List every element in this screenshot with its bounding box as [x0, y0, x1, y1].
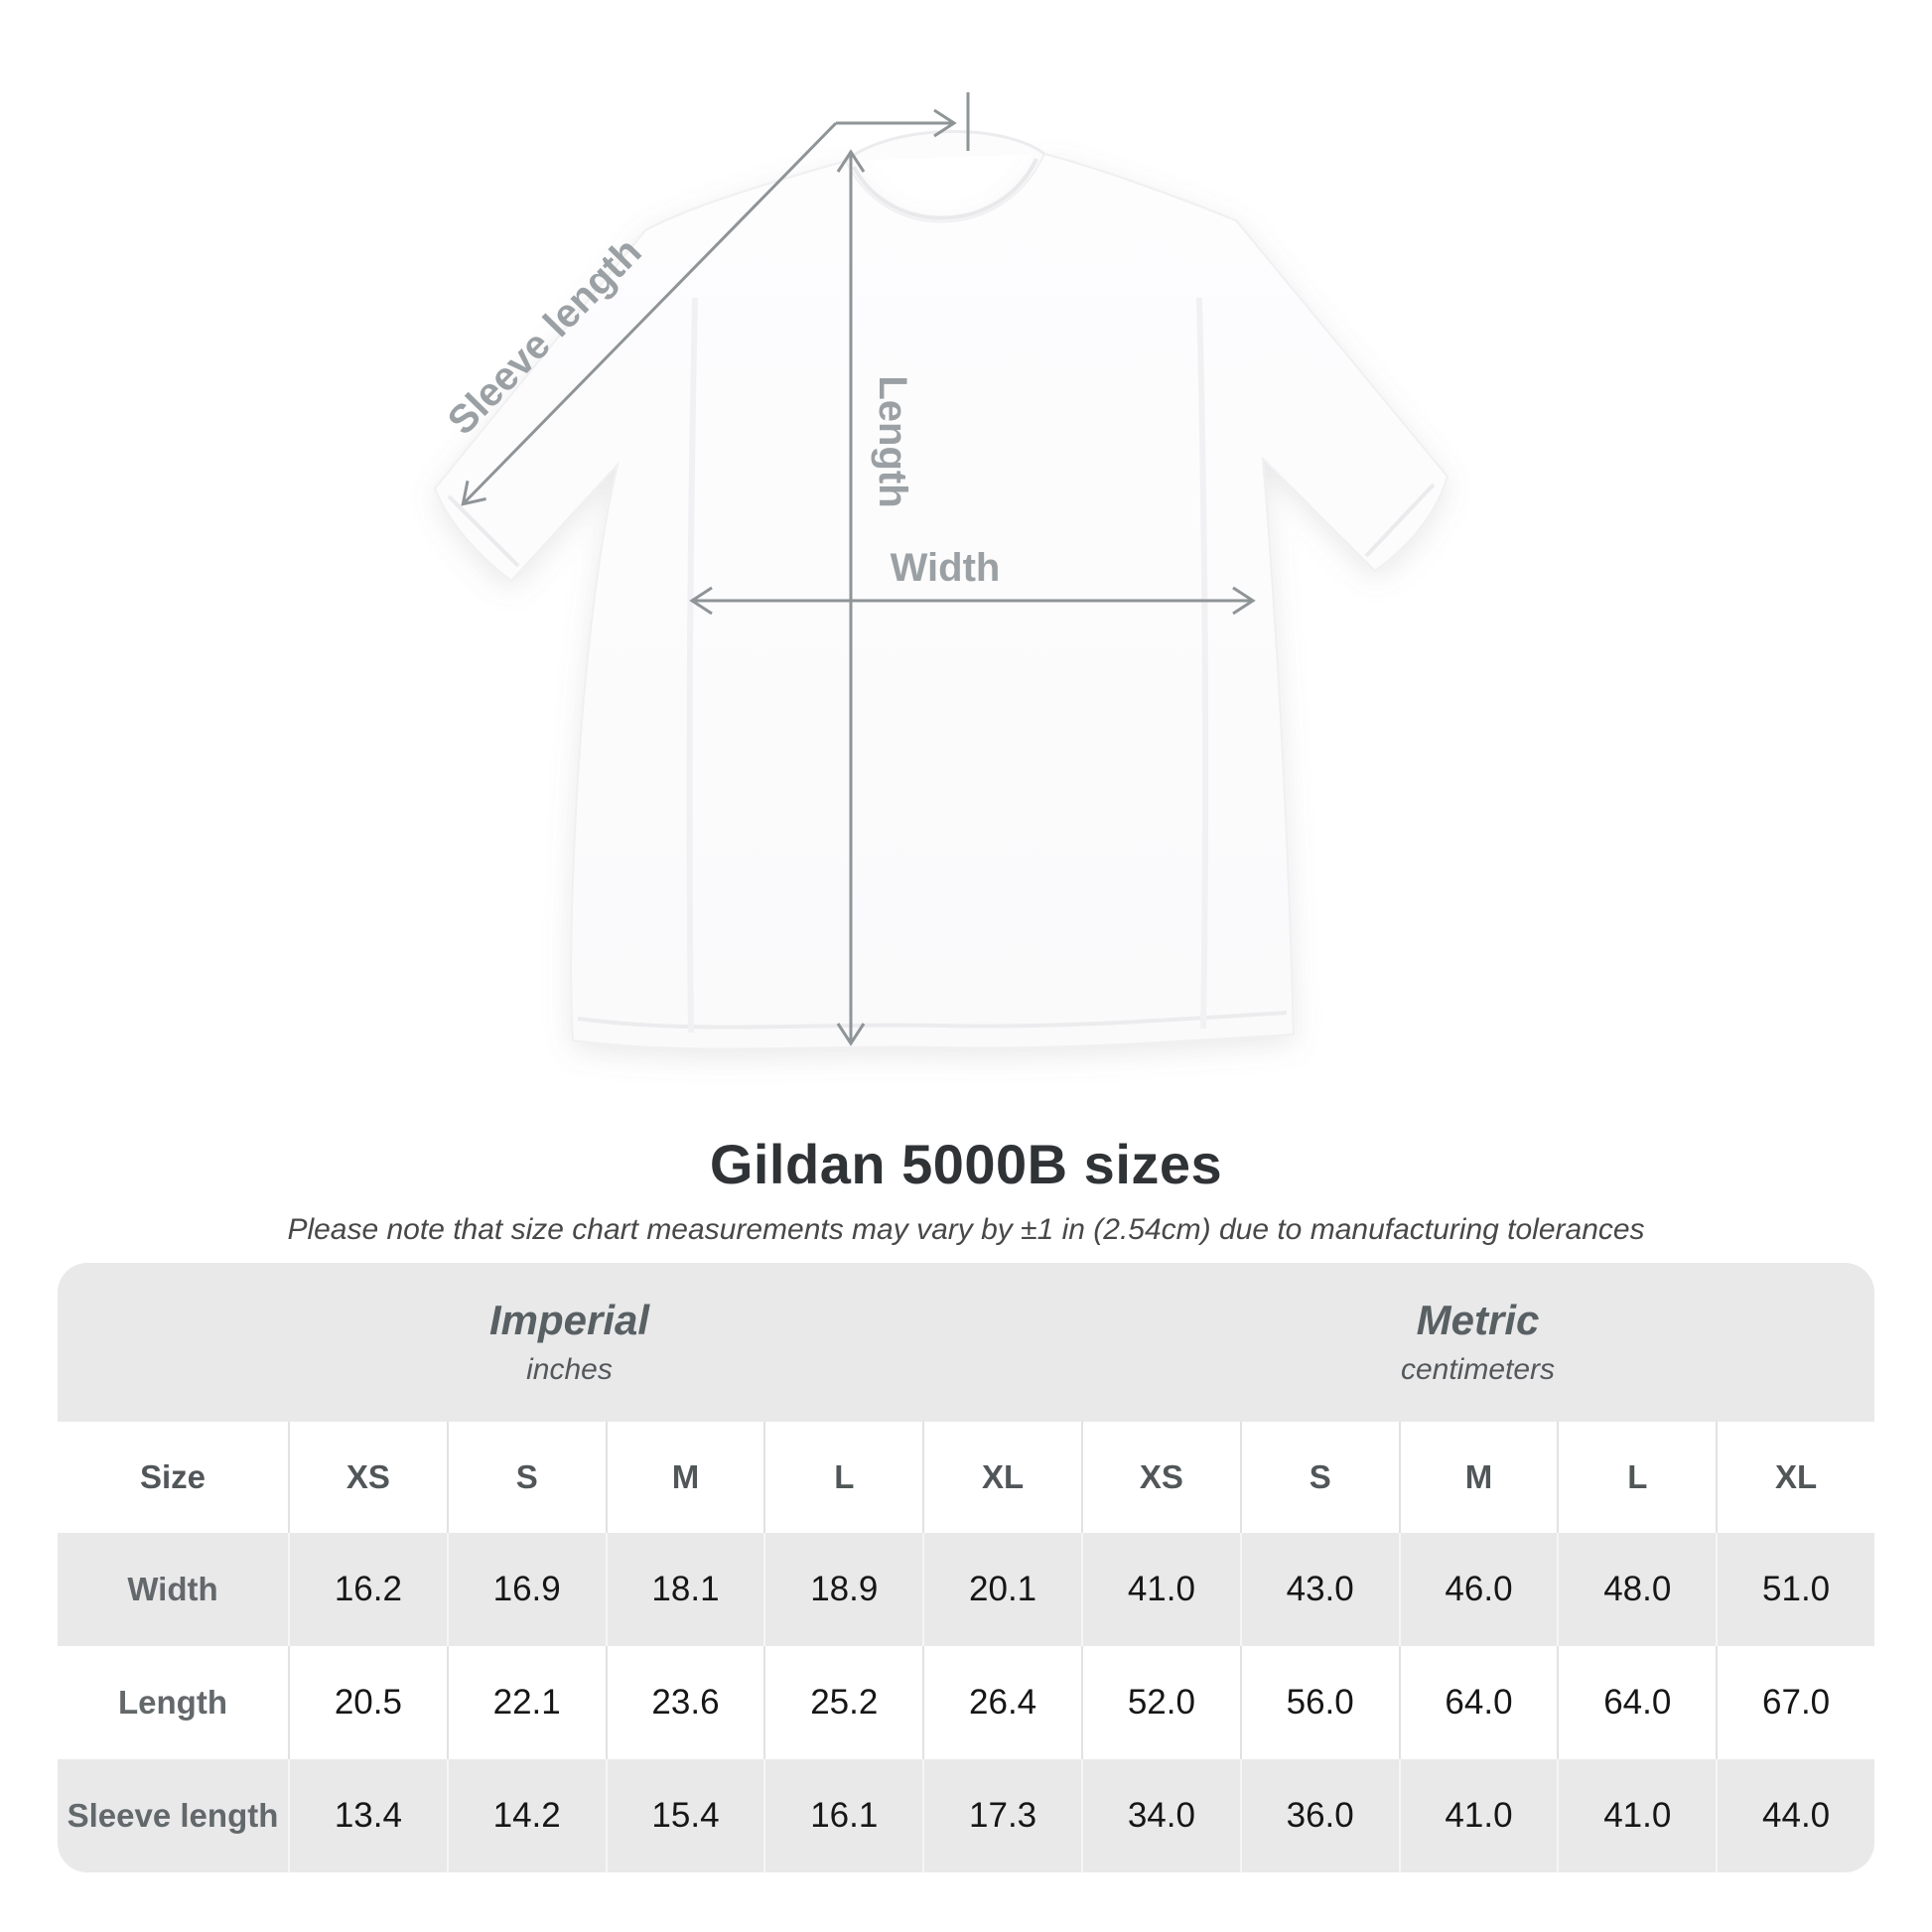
- metric-size-xl: XL: [1716, 1422, 1874, 1533]
- length-label: Length: [871, 375, 914, 507]
- table-cell: 20.5: [288, 1646, 447, 1759]
- row-label-sleeve-length: Sleeve length: [58, 1759, 288, 1872]
- table-cell: 20.1: [922, 1533, 1081, 1646]
- table-cell: 16.9: [446, 1533, 606, 1646]
- table-cell: 23.6: [605, 1646, 764, 1759]
- width-label: Width: [891, 546, 1001, 590]
- table-cell: 13.4: [288, 1759, 447, 1872]
- table-cell: 16.2: [288, 1533, 447, 1646]
- metric-unit: centimeters: [1400, 1353, 1556, 1387]
- metric-banner: Metric centimeters: [1081, 1263, 1874, 1422]
- table-cell: 41.0: [1557, 1759, 1717, 1872]
- fabric-fold: [686, 297, 698, 1034]
- row-label-width: Width: [58, 1533, 288, 1646]
- table-cell: 41.0: [1081, 1533, 1240, 1646]
- sleeve-length-arrow: [461, 121, 838, 506]
- imperial-unit: inches: [526, 1353, 613, 1387]
- table-cell: 14.2: [446, 1759, 606, 1872]
- tshirt-graphic: Sleeve length Length Width: [433, 92, 1449, 1050]
- imperial-size-s: S: [446, 1422, 606, 1533]
- imperial-size-xl: XL: [922, 1422, 1081, 1533]
- table-cell: 17.3: [922, 1759, 1081, 1872]
- tshirt-measurement-diagram: Sleeve length Length Width: [433, 92, 1449, 1050]
- size-header-cell: Size: [58, 1422, 288, 1533]
- measurement-lines: [461, 92, 1256, 1046]
- collar-band-line: [852, 158, 1038, 220]
- table-cell: 67.0: [1716, 1646, 1874, 1759]
- table-cell: 22.1: [446, 1646, 606, 1759]
- size-table: Imperial inches Metric centimeters Size …: [58, 1263, 1874, 1872]
- imperial-size-m: M: [605, 1422, 764, 1533]
- table-cell: 44.0: [1716, 1759, 1874, 1872]
- metric-size-l: L: [1557, 1422, 1717, 1533]
- table-cell: 64.0: [1398, 1646, 1558, 1759]
- row-label-length: Length: [58, 1646, 288, 1759]
- table-cell: 64.0: [1557, 1646, 1717, 1759]
- collar-back-line: [845, 129, 1045, 163]
- table-cell: 25.2: [763, 1646, 923, 1759]
- left-sleeve-hem: [447, 494, 520, 568]
- metric-size-m: M: [1398, 1422, 1558, 1533]
- table-cell: 56.0: [1239, 1646, 1399, 1759]
- imperial-title: Imperial: [488, 1296, 650, 1343]
- fabric-fold: [1196, 297, 1209, 1030]
- table-cell: 43.0: [1239, 1533, 1399, 1646]
- table-cell: 36.0: [1239, 1759, 1399, 1872]
- imperial-size-xs: XS: [288, 1422, 447, 1533]
- table-cell: 18.9: [763, 1533, 923, 1646]
- page-subtitle: Please note that size chart measurements…: [287, 1213, 1645, 1246]
- table-cell: 51.0: [1716, 1533, 1874, 1646]
- imperial-banner: Imperial inches: [58, 1263, 1081, 1422]
- table-cell: 41.0: [1398, 1759, 1558, 1872]
- table-cell: 34.0: [1081, 1759, 1240, 1872]
- table-cell: 16.1: [763, 1759, 923, 1872]
- imperial-size-l: L: [763, 1422, 923, 1533]
- metric-size-s: S: [1239, 1422, 1399, 1533]
- table-cell: 18.1: [605, 1533, 764, 1646]
- metric-title: Metric: [1416, 1296, 1540, 1343]
- table-cell: 26.4: [922, 1646, 1081, 1759]
- table-cell: 46.0: [1398, 1533, 1558, 1646]
- right-sleeve-hem: [1364, 483, 1436, 558]
- table-cell: 48.0: [1557, 1533, 1717, 1646]
- page-title: Gildan 5000B sizes: [709, 1133, 1223, 1195]
- table-cell: 15.4: [605, 1759, 764, 1872]
- metric-size-xs: XS: [1081, 1422, 1240, 1533]
- table-cell: 52.0: [1081, 1646, 1240, 1759]
